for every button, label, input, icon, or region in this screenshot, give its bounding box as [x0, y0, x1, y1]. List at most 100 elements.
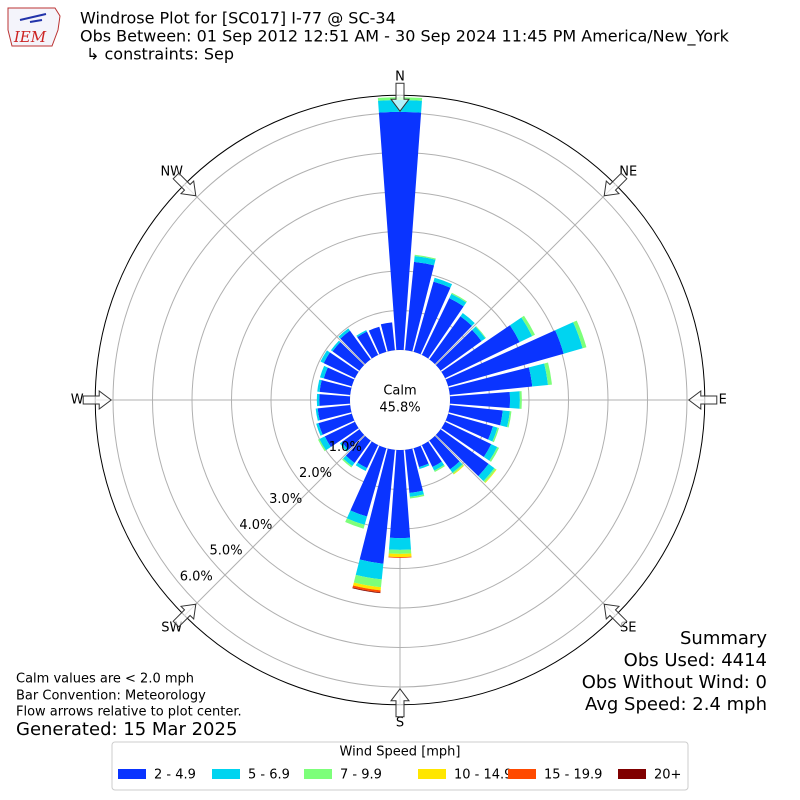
legend-label: 15 - 19.9 [544, 768, 602, 783]
bar-segment [345, 435, 371, 463]
bar-segment [573, 320, 587, 349]
bar-segment [378, 111, 422, 351]
bar-segment [478, 463, 495, 482]
legend-swatch [118, 769, 146, 779]
bar-segment [484, 469, 497, 484]
bar-segment [555, 322, 583, 354]
bar-segment [317, 379, 322, 392]
bar-segment [380, 322, 395, 352]
x-tick-label: S [396, 715, 404, 730]
flow-arrow [603, 172, 628, 197]
bar-segment [353, 574, 382, 588]
bar-segment [341, 429, 365, 450]
bar-segment [316, 393, 320, 407]
bar-segment [460, 312, 475, 326]
bar-segment [356, 330, 367, 338]
y-tick-label: 2.0% [299, 466, 332, 481]
legend-swatch [508, 769, 536, 779]
x-tick-label: N [395, 70, 405, 85]
title: Windrose Plot for [SC017] I-77 @ SC-34 [80, 9, 396, 28]
bar-segment [414, 254, 436, 260]
legend: 2 - 4.9 5 - 6.9 7 - 9.9 10 - 14.9 15 - 19.9 2… [118, 768, 681, 783]
bar-segment [414, 255, 436, 266]
y-tick-label: 6.0% [180, 570, 213, 585]
subtitle: Obs Between: 01 Sep 2012 12:51 AM - 30 S… [80, 27, 730, 47]
bars [315, 97, 587, 594]
bar-segment [435, 429, 489, 477]
bar-segment [338, 328, 350, 339]
calm-value: 45.8% [379, 401, 420, 416]
note: Calm values are < 2.0 mph [16, 672, 194, 687]
bar-segment [448, 367, 533, 395]
bar-segment [324, 421, 359, 447]
bar-segment [429, 435, 460, 470]
bar-segment [355, 462, 368, 471]
y-tick-label: 4.0% [239, 518, 272, 533]
bar-segment [319, 436, 331, 451]
y-tick-label: 1.0% [329, 440, 362, 455]
bar-segment [519, 391, 522, 409]
bar-segment [413, 445, 429, 468]
bar-segment [441, 325, 520, 379]
bar-segment [352, 585, 381, 593]
bar-segment [389, 537, 411, 550]
flow-arrow [82, 390, 113, 410]
legend-label: 10 - 14.9 [454, 768, 512, 783]
summary: Summary [680, 628, 767, 649]
bar-segment [507, 411, 512, 428]
bar-segment [368, 326, 387, 355]
bar-segment [346, 510, 368, 525]
bar-segment [521, 315, 535, 337]
bar-segment [483, 468, 496, 483]
bar-segment [409, 490, 424, 497]
bar-segment [492, 427, 500, 443]
bar-segment [359, 448, 395, 564]
bar-segment [421, 298, 464, 359]
bar-segment [441, 421, 492, 457]
legend-swatch [418, 769, 446, 779]
bar-segment [319, 394, 351, 406]
bar-segment [429, 316, 473, 365]
bar-segment [405, 261, 435, 352]
summary: Obs Without Wind: 0 [582, 672, 767, 693]
bar-segment [319, 365, 328, 379]
grid-spoke [184, 184, 365, 365]
bar-segment [509, 317, 533, 343]
bar-segment [434, 464, 445, 473]
flow-arrow [687, 390, 718, 410]
legend-label: 7 - 9.9 [340, 768, 382, 783]
bar-segment [323, 352, 359, 379]
bar-segment [357, 331, 379, 359]
flow-arrow [172, 603, 197, 628]
bar-segment [453, 465, 465, 475]
bar-segment [319, 380, 352, 395]
bar-segment [544, 362, 552, 385]
logo-mark [19, 13, 47, 23]
flow-arrow [390, 82, 410, 113]
x-tick-label: E [719, 393, 727, 408]
y-tick-label: 3.0% [269, 492, 302, 507]
bar-segment [449, 293, 467, 307]
legend-swatch [212, 769, 240, 779]
bar-segment [315, 408, 320, 421]
bar-segment [318, 438, 326, 452]
generated: Generated: 15 Mar 2025 [16, 719, 237, 740]
bar-segment [528, 363, 548, 387]
bar-segment [488, 426, 498, 442]
bar-segment [509, 391, 520, 409]
constraints: ↳ constraints: Sep [86, 45, 234, 64]
summary: Avg Speed: 2.4 mph [585, 694, 767, 715]
bar-segment [475, 326, 487, 339]
legend-swatch [618, 769, 646, 779]
bar-segment [352, 587, 381, 594]
logo-shape [7, 7, 61, 47]
logo: IEM [7, 7, 61, 47]
flow-arrow [603, 603, 628, 628]
bar-segment [472, 326, 486, 342]
legend-title: Wind Speed [mph] [340, 745, 461, 760]
logo-text: IEM [13, 28, 47, 46]
bar-segment [340, 330, 371, 365]
bar-segment [489, 447, 500, 462]
